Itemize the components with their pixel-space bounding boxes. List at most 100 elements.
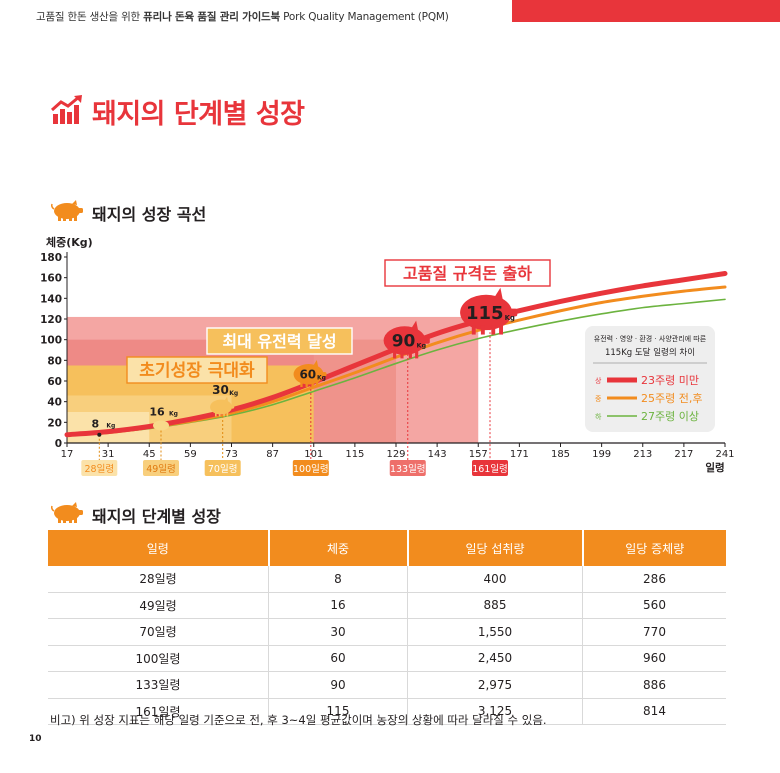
cell-day: 100일령 (48, 645, 269, 672)
col-header-weight: 체중 (268, 530, 409, 566)
pig-leg (480, 325, 485, 335)
x-tick-label: 17 (61, 449, 74, 460)
pig-icon (50, 200, 84, 226)
table-row: 49일령 16 885 560 (48, 592, 726, 619)
cell-day: 49일령 (48, 592, 269, 619)
legend-title-line2: 115Kg 도달 일령의 차이 (605, 347, 695, 358)
weight-label: 16 (149, 405, 165, 418)
table-row: 28일령 8 400 286 (48, 566, 726, 593)
cell-intake: 1,550 (407, 618, 583, 646)
pig-leg (408, 351, 412, 359)
day-pill-label: 100일령 (293, 463, 329, 475)
section-title-stage-growth: 돼지의 단계별 성장 (50, 502, 221, 528)
cell-gain: 286 (582, 566, 726, 593)
pig-snout (322, 372, 327, 377)
weight-unit: Kg (229, 390, 238, 397)
y-tick-label: 180 (40, 252, 62, 264)
pig-leg (400, 351, 404, 359)
cell-gain: 770 (582, 618, 726, 646)
pig-snout (423, 337, 430, 344)
pig-icon (153, 420, 169, 431)
pig-snout (509, 308, 518, 317)
y-tick-label: 60 (47, 376, 62, 388)
weight-label: 30 (212, 383, 229, 397)
day-pill (143, 460, 179, 476)
growth-curve-chart: 0 20 40 60 80 100 120 140 160 180 체중(Kg) 17 31 45 59 73… (40, 235, 735, 476)
weight-unit: Kg (106, 423, 115, 430)
cell-weight: 8 (268, 566, 408, 593)
pig-leg (311, 381, 314, 387)
annotation-label: 최대 유전력 달성 (222, 332, 336, 351)
weight-unit: Kg (417, 342, 427, 350)
table-header-row: 일령 체중 일당 섭취량 일당 증체량 (48, 530, 726, 566)
x-tick-label: 59 (184, 449, 197, 460)
annotation-box (384, 259, 551, 287)
legend-tag: 중 (595, 395, 602, 403)
pig-icon (293, 364, 324, 385)
cell-weight: 30 (268, 618, 408, 646)
legend-title-line1: 유전력 · 영양 · 환경 · 사양관리에 따른 (594, 334, 707, 343)
cell-day: 70일령 (48, 618, 269, 646)
day-pill-label: 161일령 (472, 463, 508, 475)
cell-gain: 814 (582, 698, 726, 725)
section-title-text: 돼지의 단계별 성장 (92, 507, 221, 526)
annotation-label: 초기성장 극대화 (139, 361, 255, 381)
cell-intake: 2,975 (407, 671, 583, 699)
legend-tag: 하 (595, 412, 602, 421)
header-accent-bar (512, 0, 780, 22)
table-row: 133일령 90 2,975 886 (48, 671, 726, 699)
page-number: 10 (29, 734, 42, 744)
pig-ear (224, 396, 229, 403)
x-axis-label: 일령 (705, 461, 724, 474)
x-tick-label: 143 (428, 449, 447, 460)
cell-day: 161일령 (48, 698, 269, 725)
col-header-intake: 일당 섭취량 (407, 530, 584, 566)
cell-day: 133일령 (48, 671, 269, 699)
cell-gain: 960 (582, 645, 726, 672)
y-tick-label: 100 (40, 335, 62, 347)
pig-leg (393, 351, 397, 359)
day-pill (389, 460, 426, 476)
cell-weight: 90 (268, 671, 408, 699)
annotation-label: 고품질 규격돈 출하 (403, 264, 532, 283)
day-pill (81, 460, 118, 476)
legend-box (585, 326, 715, 432)
footnote: 비고) 위 성장 지표는 해당 일령 기준으로 전, 후 3~4일 평균값이며 … (50, 713, 547, 727)
page-title: 돼지의 단계별 성장 (50, 92, 305, 131)
section-title-text: 돼지의 성장 곡선 (92, 205, 207, 224)
legend-label: 23주령 미만 (641, 374, 699, 387)
day-pill-label: 133일령 (390, 463, 426, 475)
stage-growth-table: 일령 체중 일당 섭취량 일당 증체량 28일령 8 400 286 49일령 … (48, 530, 726, 725)
weight-label: 8 (91, 418, 99, 431)
weight-label: 115 (466, 303, 504, 324)
pig-leg (305, 381, 308, 387)
cell-weight: 16 (268, 592, 408, 619)
growth-chart-icon (50, 94, 84, 129)
cell-gain: 886 (582, 671, 726, 699)
pig-ear (410, 320, 419, 332)
annotation-box (126, 356, 268, 384)
pig-leg (223, 412, 225, 417)
day-pill (472, 460, 508, 476)
marker-dot (97, 432, 102, 437)
cell-day: 28일령 (48, 566, 269, 593)
day-pill-label: 49일령 (146, 463, 176, 475)
x-tick-label: 45 (143, 449, 156, 460)
y-tick-label: 20 (47, 417, 62, 429)
x-tick-label: 199 (592, 449, 611, 460)
x-tick-label: 241 (715, 449, 734, 460)
x-tick-label: 157 (469, 449, 488, 460)
cell-intake: 400 (407, 566, 583, 593)
pig-icon (460, 294, 513, 331)
x-tick-label: 87 (266, 449, 279, 460)
pig-snout (230, 405, 235, 409)
x-tick-label: 115 (345, 449, 364, 460)
y-tick-label: 80 (47, 355, 62, 367)
annotation-box (206, 327, 353, 355)
x-tick-label: 185 (551, 449, 570, 460)
pig-leg (415, 351, 419, 359)
x-tick-label: 31 (102, 449, 115, 460)
cell-weight: 60 (268, 645, 408, 672)
y-tick-label: 140 (40, 293, 62, 305)
y-axis-label: 체중(Kg) (46, 235, 93, 249)
